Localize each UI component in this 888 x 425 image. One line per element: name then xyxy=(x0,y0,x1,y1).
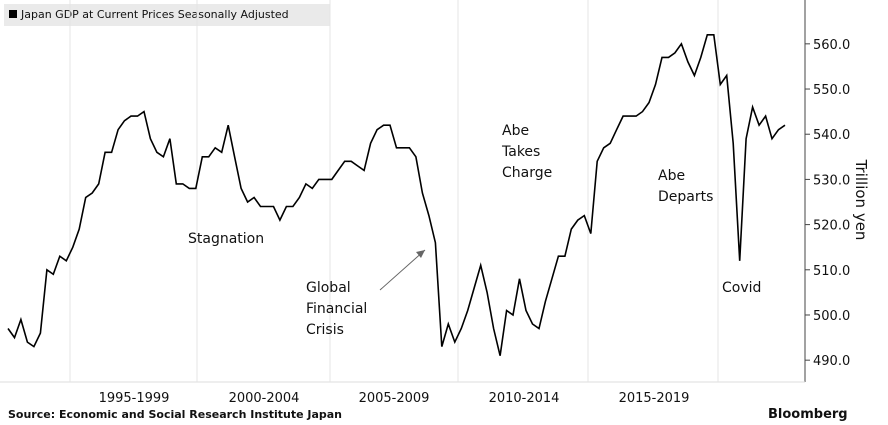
y-tick-label: 510.0 xyxy=(813,264,850,279)
y-tick-label: 500.0 xyxy=(813,309,850,324)
arrow xyxy=(379,249,426,291)
y-tick-label: 490.0 xyxy=(813,354,850,369)
legend-box xyxy=(4,4,330,26)
x-tick-label: 2000-2004 xyxy=(229,391,300,406)
annotation: Covid xyxy=(722,280,761,296)
line xyxy=(7,34,786,356)
y-tick-label: 560.0 xyxy=(813,38,850,53)
y-tick-label: 520.0 xyxy=(813,219,850,234)
legend-swatch xyxy=(9,10,17,18)
y-tick-label: 550.0 xyxy=(813,83,850,98)
x-tick-label: 2005-2009 xyxy=(359,391,430,406)
annotation: Takes xyxy=(501,144,540,160)
source: Source: Economic and Social Research Ins… xyxy=(8,408,342,421)
annotation: Financial xyxy=(306,301,367,317)
x-tick-label: 1995-1999 xyxy=(99,391,170,406)
y-tick-label: 540.0 xyxy=(813,128,850,143)
brand: Bloomberg xyxy=(768,407,848,422)
annotation: Global xyxy=(306,280,351,296)
annotation: Stagnation xyxy=(188,231,264,247)
legend-label: Japan GDP at Current Prices Seasonally A… xyxy=(20,8,289,21)
x-tick-label: 2010-2014 xyxy=(489,391,560,406)
annotation: Abe xyxy=(502,123,529,139)
annotation: Crisis xyxy=(306,322,344,338)
annotation: Abe xyxy=(658,168,685,184)
arrowhead xyxy=(416,250,425,258)
annotation: Charge xyxy=(502,165,552,181)
annotation: Departs xyxy=(658,189,713,205)
y-axis-title: Trillion yen xyxy=(852,159,870,241)
x-tick-label: 2015-2019 xyxy=(619,391,690,406)
y-tick-label: 530.0 xyxy=(813,173,850,188)
